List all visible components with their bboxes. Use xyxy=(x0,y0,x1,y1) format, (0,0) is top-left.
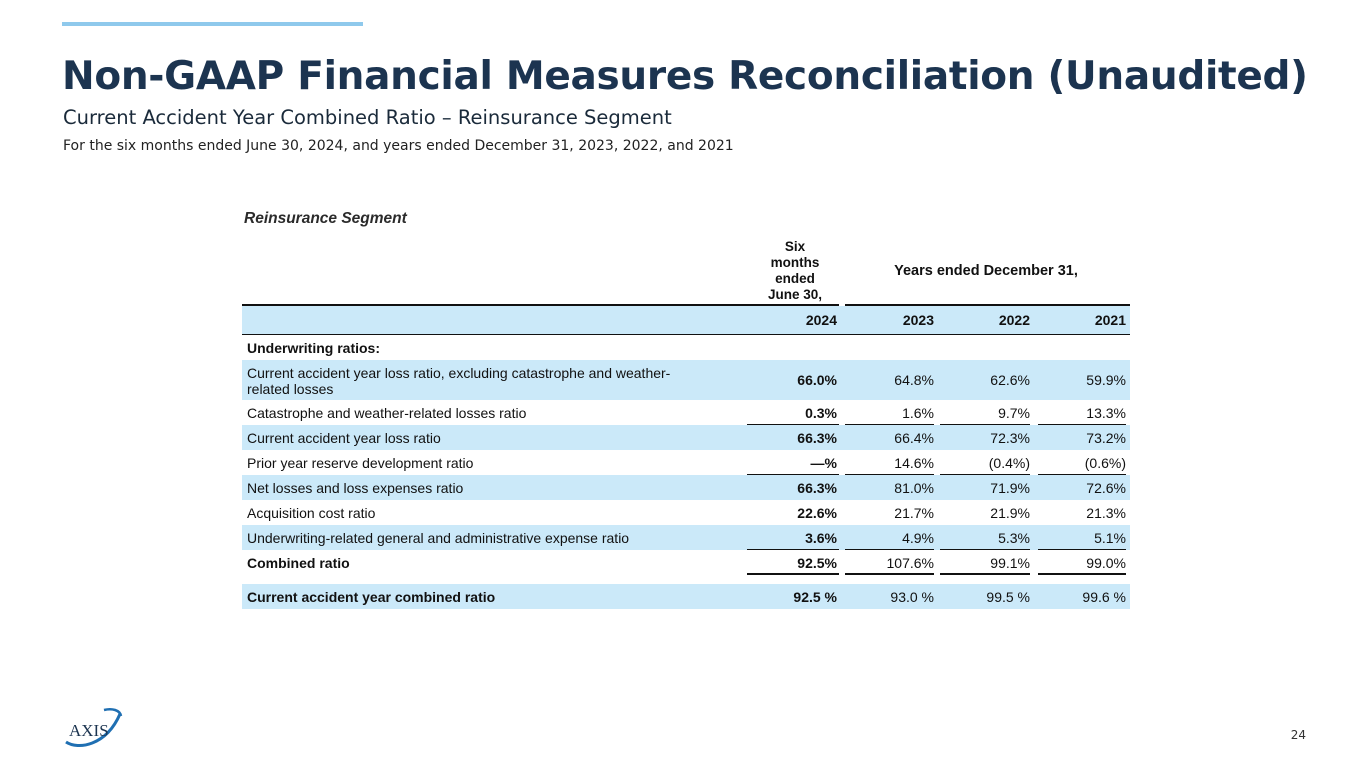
column-header: 2024 xyxy=(805,312,837,328)
row-label: Underwriting-related general and adminis… xyxy=(247,530,630,546)
cell-value: 81.0% xyxy=(894,480,934,496)
total-rule xyxy=(747,573,839,575)
cell-value: 99.6 % xyxy=(1082,589,1126,605)
cell-value: 72.6% xyxy=(1086,480,1126,496)
axis-logo: AXIS xyxy=(65,708,123,747)
cell-value: 71.9% xyxy=(990,480,1030,496)
table-body: 2024 2023 2022 2021 Underwriting ratios:… xyxy=(242,306,1130,609)
total-rule xyxy=(940,573,1030,575)
page-subtitle: Current Accident Year Combined Ratio – R… xyxy=(63,106,672,129)
table-row: Prior year reserve development ratio —% … xyxy=(242,450,1130,475)
cell-value: 107.6% xyxy=(886,555,934,571)
row-label: Prior year reserve development ratio xyxy=(247,455,474,471)
cell-value: (0.6%) xyxy=(1084,455,1126,471)
cell-value: 13.3% xyxy=(1086,405,1126,421)
cell-value: 66.3% xyxy=(797,480,837,496)
subtotal-rule xyxy=(940,424,1030,425)
period-note: For the six months ended June 30, 2024, … xyxy=(63,138,734,154)
six-months-header: Six months ended June 30, xyxy=(767,239,823,302)
subtotal-rule xyxy=(940,549,1030,550)
segment-title: Reinsurance Segment xyxy=(244,210,407,227)
cell-value: 62.6% xyxy=(990,372,1030,388)
table-row: Current accident year loss ratio 66.3% 6… xyxy=(242,425,1130,450)
column-header-row: 2024 2023 2022 2021 xyxy=(242,306,1130,334)
total-rule xyxy=(1038,573,1126,575)
logo-text: AXIS xyxy=(69,721,109,740)
page-title: Non-GAAP Financial Measures Reconciliati… xyxy=(62,54,1308,99)
cell-value: 9.7% xyxy=(998,405,1030,421)
page-number: 24 xyxy=(1290,728,1306,742)
cell-value: 64.8% xyxy=(894,372,934,388)
years-header: Years ended December 31, xyxy=(894,263,1078,279)
subtotal-rule xyxy=(1038,474,1126,475)
row-label: Net losses and loss expenses ratio xyxy=(247,480,464,496)
column-header: 2023 xyxy=(902,312,934,328)
column-header: 2022 xyxy=(998,312,1030,328)
cell-value: 66.3% xyxy=(797,430,837,446)
subtotal-rule xyxy=(747,424,839,425)
header-rule xyxy=(845,304,1130,306)
cell-value: 4.9% xyxy=(902,530,934,546)
subtotal-rule xyxy=(1038,424,1126,425)
header-rule xyxy=(242,304,839,306)
subtotal-rule xyxy=(940,474,1030,475)
cell-value: 21.3% xyxy=(1086,505,1126,521)
accent-bar xyxy=(62,22,363,26)
cell-value: 73.2% xyxy=(1086,430,1126,446)
row-label: Acquisition cost ratio xyxy=(247,505,376,521)
table-row: Acquisition cost ratio 22.6% 21.7% 21.9%… xyxy=(242,500,1130,525)
subtotal-rule xyxy=(747,474,839,475)
row-label: Combined ratio xyxy=(247,555,350,571)
row-label: Current accident year loss ratio xyxy=(247,430,441,446)
cell-value: 21.7% xyxy=(894,505,934,521)
cell-value: 59.9% xyxy=(1086,372,1126,388)
cell-value: 14.6% xyxy=(894,455,934,471)
table-row: Combined ratio 92.5% 107.6% 99.1% 99.0% xyxy=(242,550,1130,575)
cell-value: 0.3% xyxy=(805,405,837,421)
cell-value: 1.6% xyxy=(902,405,934,421)
cell-value: 99.0% xyxy=(1086,555,1126,571)
table-row: Underwriting-related general and adminis… xyxy=(242,525,1130,550)
table-row: Net losses and loss expenses ratio 66.3%… xyxy=(242,475,1130,500)
logo-swoosh xyxy=(65,713,122,747)
table-row: Catastrophe and weather-related losses r… xyxy=(242,400,1130,425)
cell-value: 5.1% xyxy=(1094,530,1126,546)
subtotal-rule xyxy=(845,424,934,425)
subtotal-rule xyxy=(845,549,934,550)
cell-value: (0.4%) xyxy=(988,455,1030,471)
subtotal-rule xyxy=(1038,549,1126,550)
cell-value: 92.5% xyxy=(797,555,837,571)
cell-value: —% xyxy=(810,455,837,471)
row-label: Current accident year combined ratio xyxy=(247,589,496,605)
section-label: Underwriting ratios: xyxy=(247,340,381,356)
cell-value: 92.5 % xyxy=(793,589,837,605)
column-header-rule xyxy=(242,334,1130,335)
section-row: Underwriting ratios: xyxy=(242,335,1130,360)
subtotal-rule xyxy=(747,549,839,550)
row-label: Catastrophe and weather-related losses r… xyxy=(247,405,527,421)
total-rule xyxy=(845,573,934,575)
cell-value: 99.1% xyxy=(990,555,1030,571)
cell-value: 93.0 % xyxy=(890,589,934,605)
column-header: 2021 xyxy=(1094,312,1126,328)
cell-value: 66.0% xyxy=(797,372,837,388)
cell-value: 99.5 % xyxy=(986,589,1030,605)
row-label: Current accident year loss ratio, exclud… xyxy=(247,365,671,397)
cell-value: 66.4% xyxy=(894,430,934,446)
subtotal-rule xyxy=(845,474,934,475)
cell-value: 72.3% xyxy=(990,430,1030,446)
table-row: Current accident year loss ratio, exclud… xyxy=(242,360,1130,400)
table-row: Current accident year combined ratio 92.… xyxy=(242,584,1130,609)
logo-swoosh xyxy=(103,708,123,717)
cell-value: 22.6% xyxy=(797,505,837,521)
cell-value: 5.3% xyxy=(998,530,1030,546)
cell-value: 3.6% xyxy=(805,530,837,546)
cell-value: 21.9% xyxy=(990,505,1030,521)
